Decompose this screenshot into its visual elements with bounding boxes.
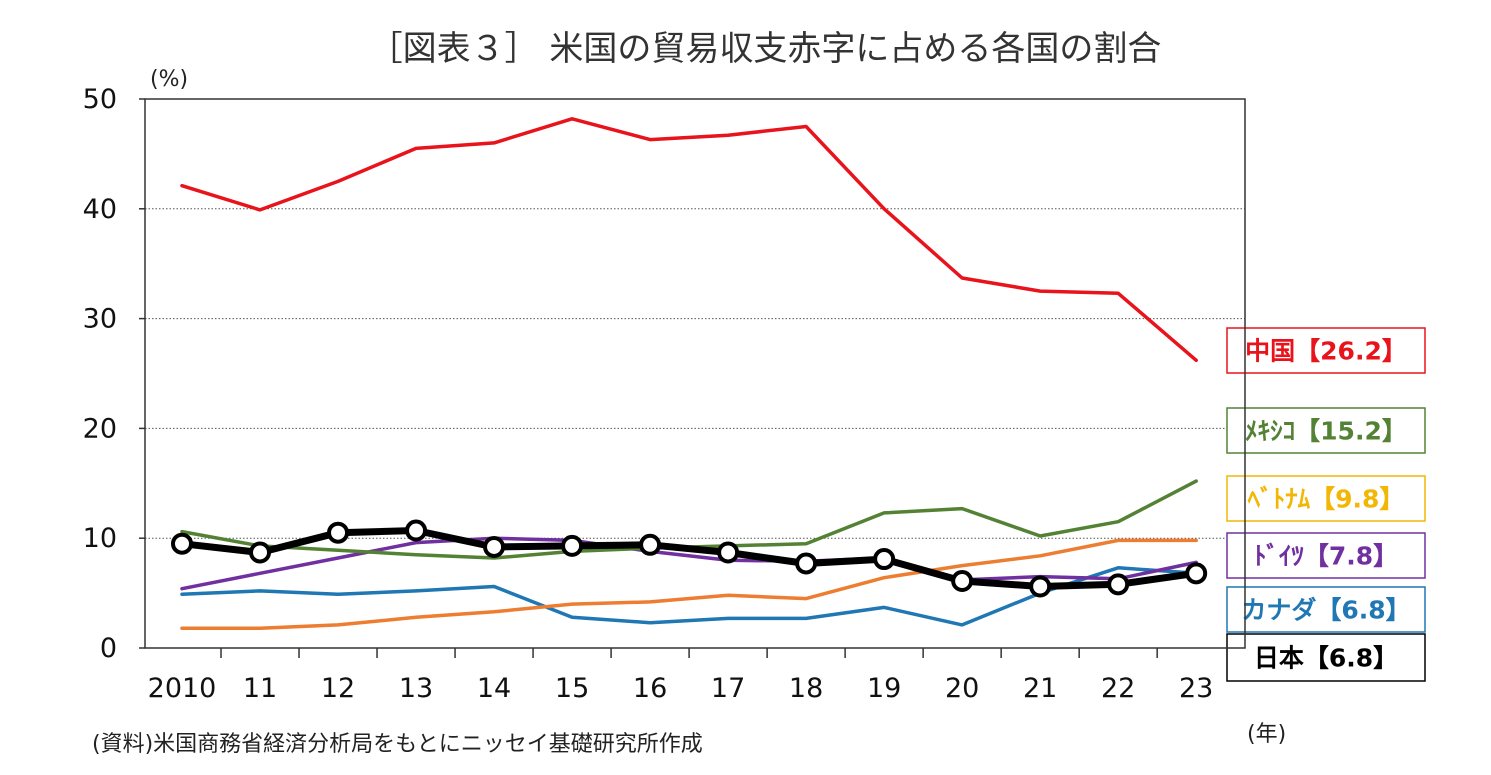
data-point	[1029, 575, 1052, 598]
x-tick-label: 14	[477, 673, 511, 704]
chart-title: ［図表３］ 米国の貿易収支赤字に占める各国の割合	[369, 29, 1162, 69]
legend-box	[1226, 407, 1426, 454]
series-line-5	[178, 527, 1200, 590]
x-tick-label: 23	[1179, 673, 1213, 704]
x-tick-label: 2010	[148, 673, 217, 704]
data-point	[171, 532, 193, 555]
legend-label: 中国【26.2】	[1245, 337, 1407, 366]
x-tick-label: 16	[633, 673, 667, 704]
data-point	[717, 541, 740, 564]
x-tick-label: 12	[321, 673, 355, 704]
y-tick-label: 20	[83, 413, 117, 444]
x-tick-label: 11	[243, 673, 277, 704]
y-tick-label: 10	[83, 523, 117, 554]
x-unit-label: (年)	[1247, 722, 1286, 747]
series-line-2	[180, 538, 1198, 630]
x-tick-label: 18	[789, 673, 823, 704]
legend-label: 日本【6.8】	[1254, 644, 1398, 673]
legend-label: ﾍﾞﾄﾅﾑ【9.8】	[1247, 485, 1405, 514]
x-tick-label: 20	[945, 673, 979, 704]
series-line-4	[180, 566, 1198, 627]
gridlines	[145, 208, 1245, 539]
legend-box	[1226, 586, 1426, 633]
data-point	[795, 552, 818, 575]
x-tick-label: 21	[1023, 673, 1057, 704]
x-tick-label: 15	[555, 673, 589, 704]
data-point	[873, 548, 896, 571]
data-point	[1107, 573, 1130, 596]
legend-box	[1226, 327, 1426, 374]
y-tick-label: 50	[83, 84, 117, 115]
data-point	[951, 570, 974, 593]
legend-label: ﾄﾞｲﾂ【7.8】	[1254, 542, 1398, 571]
y-tick-label: 0	[100, 633, 117, 664]
plot-border	[144, 98, 1246, 649]
source-note: (資料)米国商務省経済分析局をもとにニッセイ基礎研究所作成	[92, 732, 703, 757]
y-tick-label: 30	[83, 304, 117, 335]
data-point	[249, 541, 272, 564]
legend-label: ﾒｷｼｺ【15.2】	[1245, 417, 1407, 446]
series-line-3	[180, 536, 1198, 591]
x-tick-label: 13	[399, 673, 433, 704]
legend-box	[1226, 475, 1426, 522]
y-axis: 0 10 20 30 40 50	[83, 84, 145, 664]
x-tick-label: 22	[1101, 673, 1135, 704]
data-point	[639, 533, 662, 556]
data-point	[405, 519, 428, 542]
legend-box	[1226, 633, 1426, 682]
x-tick-label: 17	[711, 673, 745, 704]
series-lines	[171, 117, 1208, 630]
data-point	[1185, 562, 1208, 585]
series-line-0	[180, 117, 1198, 363]
legend: 中国【26.2】 ﾒｷｼｺ【15.2】 ﾍﾞﾄﾅﾑ【9.8】 ﾄﾞｲﾂ【7.8】カナダ…	[1226, 327, 1426, 682]
legend-box	[1226, 532, 1426, 579]
y-tick-label: 40	[83, 194, 117, 225]
x-axis: 2010 11 12 13 14 15 16 17 18 19 20 21 22 23	[148, 648, 1236, 704]
y-unit-label: (%)	[150, 67, 188, 92]
data-point	[561, 534, 584, 557]
legend-label: カナダ【6.8】	[1241, 596, 1410, 625]
x-tick-label: 19	[867, 673, 901, 704]
data-point	[327, 521, 350, 544]
data-point	[483, 535, 506, 558]
